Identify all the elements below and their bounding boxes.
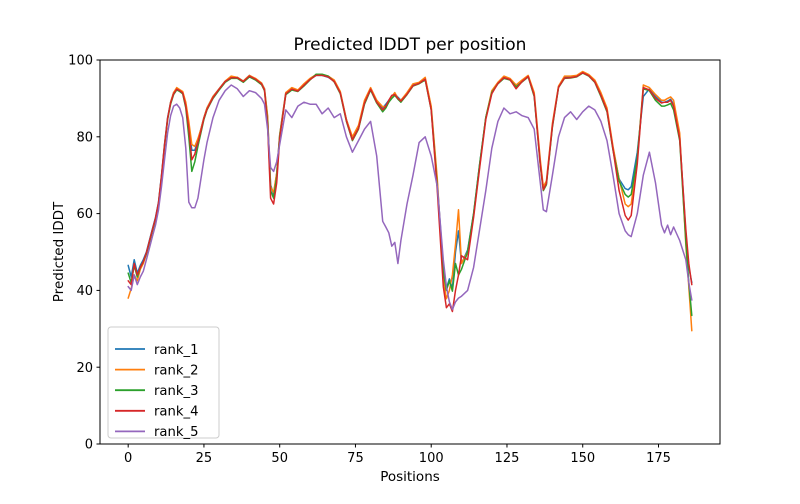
legend-item: rank_1	[115, 343, 198, 358]
series-line-rank_1	[127, 71, 693, 290]
x-tick-label: 50	[271, 451, 288, 466]
legend: rank_1 rank_2 rank_3 rank_4 rank_5	[107, 326, 220, 440]
series-lines	[127, 70, 693, 332]
legend-label: rank_3	[154, 384, 198, 399]
x-tick-label: 100	[419, 451, 444, 466]
x-tick-label: 125	[495, 451, 520, 466]
y-tick-label: 100	[68, 54, 93, 69]
x-tick-label: 0	[124, 451, 132, 466]
x-tick-label: 150	[570, 451, 595, 466]
legend-label: rank_5	[154, 425, 198, 440]
y-tick-label: 60	[76, 207, 93, 222]
y-tick-label: 40	[76, 284, 93, 299]
legend-label: rank_4	[154, 405, 198, 420]
legend-item: rank_5	[115, 425, 198, 440]
legend-item: rank_4	[115, 405, 198, 420]
y-tick-label: 0	[85, 438, 93, 453]
series-line-rank_5	[127, 84, 693, 311]
y-tick-label: 80	[76, 130, 93, 145]
axes: 0 25 50 75 100 125 150 175 0 20 40 60 80 100	[68, 54, 721, 466]
legend-label: rank_2	[154, 363, 198, 378]
x-axis-label: Positions	[380, 469, 440, 485]
series-line-rank_4	[127, 71, 693, 313]
legend-item: rank_3	[115, 384, 198, 399]
y-axis-label: Predicted lDDT	[51, 201, 67, 302]
y-tick-label: 20	[76, 361, 93, 376]
x-tick-label: 25	[196, 451, 213, 466]
x-tick-label: 175	[646, 451, 671, 466]
legend-item: rank_2	[115, 363, 198, 378]
legend-label: rank_1	[154, 343, 198, 358]
x-tick-label: 75	[347, 451, 364, 466]
chart-title: Predicted lDDT per position	[294, 35, 527, 55]
